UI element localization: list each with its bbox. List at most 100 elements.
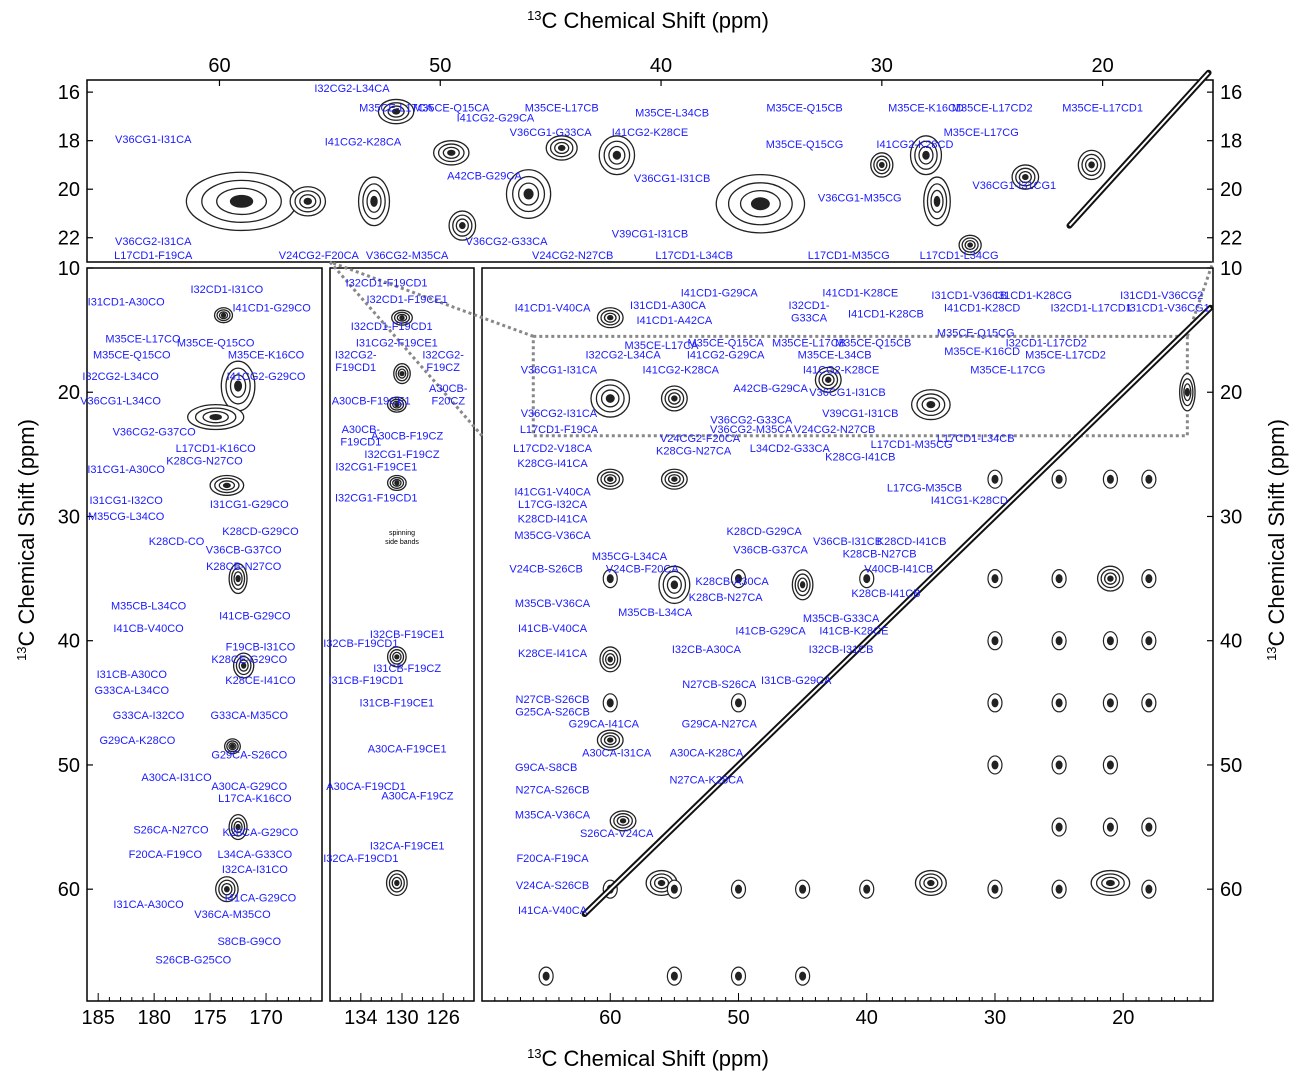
cross-peak — [1102, 631, 1119, 651]
peak-label: I41CD1-G29CO — [233, 302, 312, 314]
peak-label: I32CD1-F19CD1 — [346, 278, 428, 290]
peak-label: I41CA-G29CO — [225, 893, 297, 905]
peak-contour — [734, 698, 742, 708]
peak-label: K28CG-N27CO — [166, 455, 243, 467]
peak-label: M35CE-K16CD — [888, 103, 964, 115]
peak-label: V36CB-G37CA — [733, 545, 808, 557]
peak-label: A30CB-F19CE1 — [332, 396, 411, 408]
peak-label: K28CE-I41CA — [518, 648, 588, 660]
cross-peak — [391, 309, 413, 326]
peak-label: I32CD1-L17CD2 — [1006, 337, 1087, 349]
peak-label: F19CB-I31CO — [226, 642, 296, 654]
peak-label: V36CG1-G33CA — [510, 127, 593, 139]
peak-label: L17CA-K16CO — [218, 793, 292, 805]
cross-peak — [795, 966, 811, 986]
peak-label: I31CD1-V36CB — [931, 290, 1007, 302]
peak-label: I41CG2-K28CE — [612, 127, 688, 139]
peak-contour — [399, 370, 405, 377]
peak-label: I41CA-V40CA — [518, 905, 588, 917]
peak-label: L17CD1-K16CO — [176, 443, 257, 455]
peak-label: I32CB-F19CD1 — [323, 638, 398, 650]
peak-label: I31CB-F19CE1 — [360, 698, 435, 710]
cross-peak — [1102, 817, 1119, 837]
aliphatic-xtick-label: 50 — [727, 1007, 749, 1029]
peak-contour — [1145, 474, 1153, 484]
peak-label: M35CE-L34CB — [798, 350, 872, 362]
cross-peak — [987, 469, 1003, 489]
peak-label: V36CG2-I31CA — [115, 236, 192, 248]
peak-label: I41CD1-K28CD — [944, 302, 1020, 314]
peak-label: L17CD1-F19CA — [114, 250, 193, 262]
peak-contour — [863, 884, 871, 894]
peak-contour — [235, 574, 241, 583]
peak-label: M35CE-L34CB — [635, 107, 709, 119]
peak-label: V36CG1-I31CB — [809, 387, 885, 399]
peak-label: N27CA-S26CB — [516, 785, 590, 797]
cross-peak — [1051, 568, 1067, 589]
cross-peak — [590, 379, 631, 418]
peak-contour — [991, 474, 999, 484]
cross-peak — [393, 363, 411, 385]
peak-label: M35CE-L17CD2 — [952, 103, 1033, 115]
cross-peak — [658, 565, 691, 605]
peak-contour — [991, 884, 999, 894]
peak-contour — [670, 884, 678, 894]
peak-label: M35CE-L17CA — [625, 340, 700, 352]
peak-contour — [234, 380, 243, 392]
axis-ticks: 60 50 40 30 20 16 16 18 18 20 20 22 22 185 180 175 170 13… — [58, 55, 1243, 1029]
peak-label: A30CA-F19CZ — [381, 791, 453, 803]
cross-peak — [1102, 469, 1119, 489]
peak-contour — [991, 698, 999, 708]
peak-label: A30CA-I31CA — [582, 747, 652, 759]
peak-contour — [1105, 879, 1115, 887]
peak-label: G33CA-M35CO — [210, 710, 288, 722]
peak-label: I41CG2-G29CA — [687, 350, 765, 362]
peak-contour — [1106, 760, 1114, 770]
cross-peak — [910, 389, 951, 421]
right-ytick-label: 10 — [1220, 258, 1242, 280]
cross-peak — [232, 652, 255, 679]
cross-peak — [386, 396, 407, 413]
aliphatic-frame — [481, 267, 1214, 1002]
peak-label: V36CG1-I31CG1 — [972, 180, 1056, 192]
cross-peak — [1141, 469, 1157, 489]
aromatic-xtick-label: 126 — [426, 1007, 459, 1029]
cross-peak — [1051, 631, 1067, 651]
peak-contour — [241, 662, 247, 669]
peak-contour — [799, 884, 807, 894]
inset-ytick-label-right: 16 — [1220, 82, 1242, 104]
left-axis-title-superscript: 13 — [14, 646, 29, 660]
cross-peak — [730, 966, 747, 986]
peak-label: K28CD-I41CA — [518, 514, 588, 526]
cross-peak — [596, 468, 624, 490]
peak-label: A42CB-G29CA — [733, 383, 808, 395]
peak-label: V36CG1-I31CB — [634, 173, 710, 185]
cross-peak — [660, 385, 688, 412]
cross-peak — [987, 879, 1003, 899]
aliphatic-xtick-label: 40 — [856, 1007, 878, 1029]
cross-peak — [1051, 817, 1067, 837]
cross-peak — [223, 738, 241, 755]
peak-contour — [1055, 884, 1063, 894]
peak-label: V36CB-G37CO — [206, 545, 282, 557]
peak-label: I32CD1-F19CE1 — [366, 294, 447, 306]
peak-contour — [1145, 698, 1153, 708]
peak-contour — [670, 580, 679, 590]
peak-label: F20CA-F19CO — [129, 849, 203, 861]
inset-ytick-label: 22 — [58, 228, 80, 250]
peak-label: V24CG2-F20CA — [279, 250, 360, 262]
cross-peak — [730, 879, 747, 899]
cross-peak — [386, 646, 407, 668]
peak-contour — [222, 482, 231, 489]
left-ytick-label: 30 — [58, 506, 80, 528]
peak-label: V36CG2-I31CA — [521, 408, 598, 420]
peak-contour — [750, 197, 770, 211]
cross-peak — [859, 568, 875, 589]
peak-label: K28CA-G29CO — [223, 827, 299, 839]
cross-peak — [1141, 879, 1157, 899]
diagonal-core — [1068, 72, 1210, 227]
peak-label: I41CB-G29CA — [735, 626, 806, 638]
cross-peak — [538, 966, 554, 986]
bottom-axis-title: 13C Chemical Shift (ppm) — [527, 1046, 769, 1071]
peak-label: V36CG2-G33CA — [710, 414, 793, 426]
